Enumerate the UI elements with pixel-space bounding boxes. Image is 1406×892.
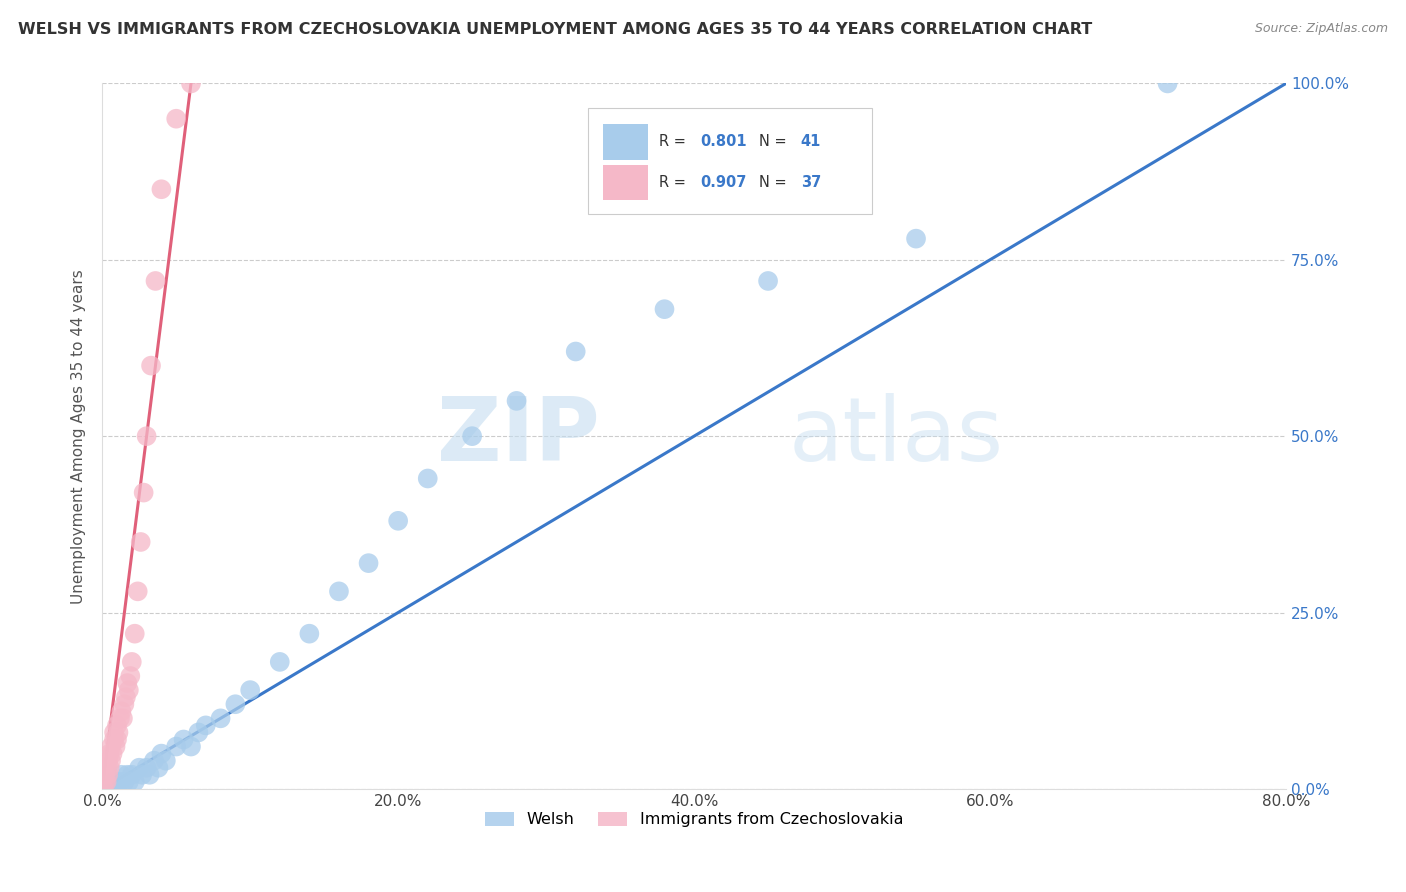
Point — [100, 754, 122, 768]
Point — [129, 535, 152, 549]
Text: 0.907: 0.907 — [700, 175, 747, 190]
Point — [115, 690, 138, 705]
Point — [103, 732, 125, 747]
Point — [654, 302, 676, 317]
Text: atlas: atlas — [789, 392, 1004, 480]
Point — [128, 761, 150, 775]
Text: 0.801: 0.801 — [700, 135, 747, 150]
Point — [150, 182, 173, 196]
Point — [150, 747, 173, 761]
Point — [328, 584, 350, 599]
Point — [131, 768, 153, 782]
Point — [194, 718, 217, 732]
FancyBboxPatch shape — [603, 164, 648, 200]
Point — [93, 781, 115, 796]
Point — [117, 768, 139, 782]
Point — [155, 754, 177, 768]
Y-axis label: Unemployment Among Ages 35 to 44 years: Unemployment Among Ages 35 to 44 years — [72, 268, 86, 604]
Point — [98, 781, 121, 796]
FancyBboxPatch shape — [588, 108, 872, 214]
Point — [104, 774, 127, 789]
Point — [105, 781, 128, 796]
Point — [180, 739, 202, 754]
Point — [94, 768, 117, 782]
Text: Source: ZipAtlas.com: Source: ZipAtlas.com — [1254, 22, 1388, 36]
Point — [387, 514, 409, 528]
Point — [187, 725, 209, 739]
Point — [118, 683, 141, 698]
Point — [357, 556, 380, 570]
Point — [112, 697, 135, 711]
Point — [96, 761, 118, 775]
Point — [239, 683, 262, 698]
Point — [135, 761, 157, 775]
Point — [108, 774, 131, 789]
Point — [124, 774, 146, 789]
Point — [173, 732, 195, 747]
Point — [96, 774, 118, 789]
Text: R =: R = — [658, 135, 690, 150]
Point — [111, 711, 134, 725]
Point — [269, 655, 291, 669]
Text: 41: 41 — [800, 135, 821, 150]
Point — [124, 626, 146, 640]
Point — [143, 754, 166, 768]
Point — [103, 774, 125, 789]
Point — [165, 739, 187, 754]
Text: ZIP: ZIP — [437, 392, 599, 480]
Point — [127, 584, 149, 599]
Point — [97, 768, 120, 782]
Point — [224, 697, 246, 711]
Point — [117, 676, 139, 690]
Point — [121, 768, 143, 782]
FancyBboxPatch shape — [603, 124, 648, 160]
Text: N =: N = — [759, 175, 792, 190]
Text: N =: N = — [759, 135, 792, 150]
Point — [1156, 77, 1178, 91]
Text: R =: R = — [658, 175, 690, 190]
Point — [145, 274, 167, 288]
Point — [209, 711, 232, 725]
Point — [180, 77, 202, 91]
Text: 37: 37 — [800, 175, 821, 190]
Point — [105, 718, 128, 732]
Point — [101, 747, 124, 761]
Point — [756, 274, 779, 288]
Point — [165, 112, 187, 126]
Point — [505, 393, 527, 408]
Point — [110, 704, 132, 718]
Point — [112, 774, 135, 789]
Point — [103, 725, 125, 739]
Point — [132, 485, 155, 500]
Point — [138, 768, 160, 782]
Point — [104, 739, 127, 754]
Point — [120, 669, 142, 683]
Point — [416, 471, 439, 485]
Point — [101, 781, 124, 796]
Point — [564, 344, 586, 359]
Point — [108, 711, 131, 725]
Point — [121, 655, 143, 669]
Point — [97, 754, 120, 768]
Point — [135, 429, 157, 443]
Legend: Welsh, Immigrants from Czechoslovakia: Welsh, Immigrants from Czechoslovakia — [478, 805, 910, 834]
Point — [905, 232, 928, 246]
Point — [110, 768, 132, 782]
Point — [148, 761, 170, 775]
Point — [107, 725, 129, 739]
Point — [139, 359, 162, 373]
Point — [118, 774, 141, 789]
Point — [98, 747, 121, 761]
Text: WELSH VS IMMIGRANTS FROM CZECHOSLOVAKIA UNEMPLOYMENT AMONG AGES 35 TO 44 YEARS C: WELSH VS IMMIGRANTS FROM CZECHOSLOVAKIA … — [18, 22, 1092, 37]
Point — [94, 774, 117, 789]
Point — [461, 429, 484, 443]
Point — [100, 739, 122, 754]
Point — [105, 732, 128, 747]
Point — [98, 761, 121, 775]
Point — [298, 626, 321, 640]
